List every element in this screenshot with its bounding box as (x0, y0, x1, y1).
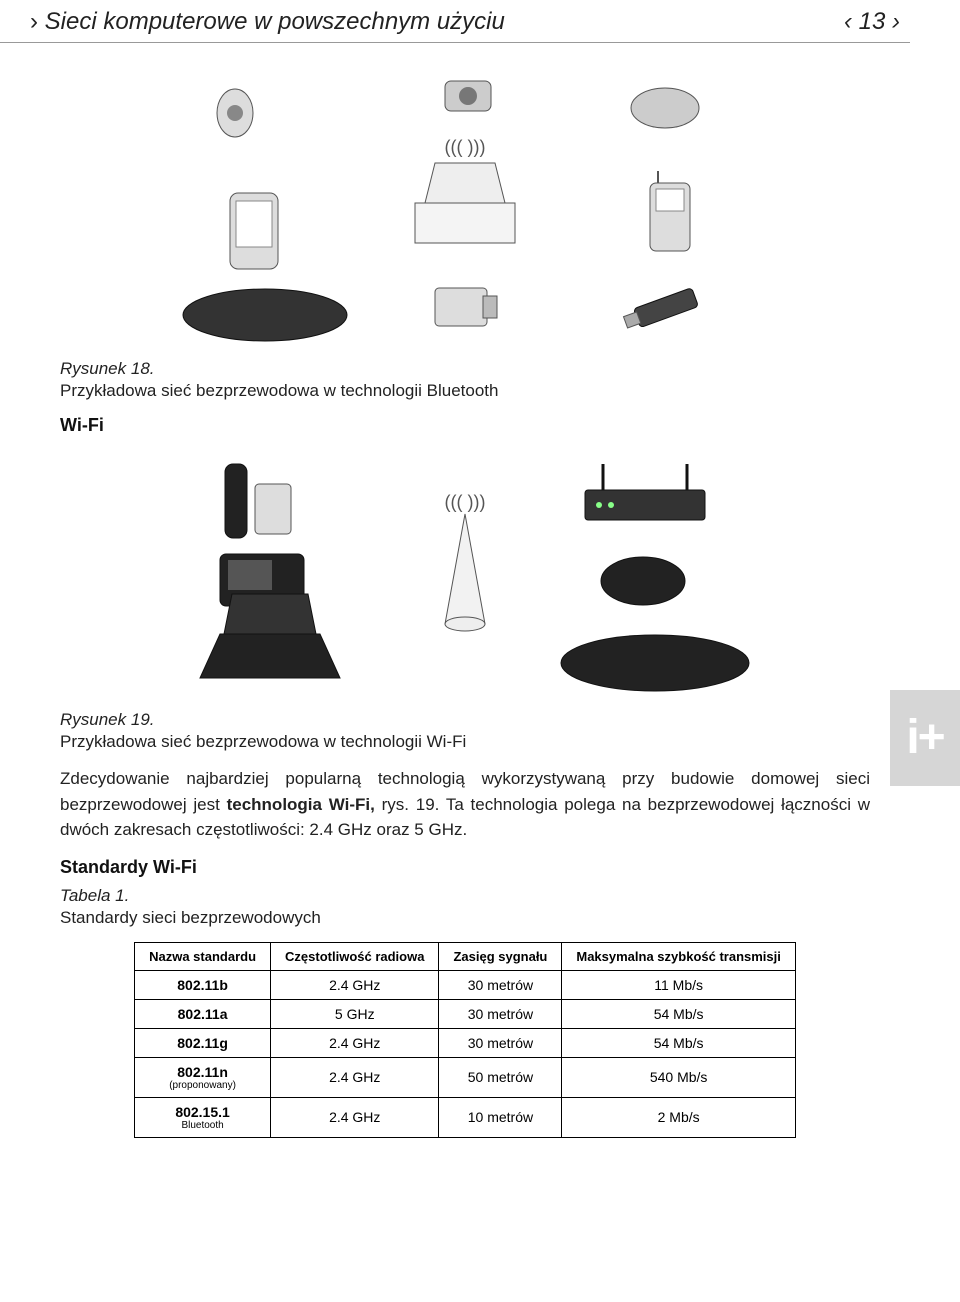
page-header: › Sieci komputerowe w powszechnym użyciu… (0, 0, 960, 40)
cell-speed: 540 Mb/s (562, 1057, 796, 1097)
cell-range: 30 metrów (439, 1028, 562, 1057)
figure18-label: Rysunek 18. (60, 359, 870, 379)
figure19-label: Rysunek 19. (60, 710, 870, 730)
table-row: 802.11g2.4 GHz30 metrów54 Mb/s (135, 1028, 796, 1057)
cell-range: 50 metrów (439, 1057, 562, 1097)
col-freq: Częstotliwość radiowa (271, 942, 439, 970)
col-range: Zasięg sygnału (439, 942, 562, 970)
cell-name: 802.11b (135, 970, 271, 999)
col-name: Nazwa standardu (135, 942, 271, 970)
cell-range: 30 metrów (439, 970, 562, 999)
table-row: 802.15.1Bluetooth2.4 GHz10 metrów2 Mb/s (135, 1097, 796, 1137)
figure18-caption: Przykładowa sieć bezprzewodowa w technol… (60, 381, 870, 401)
wifi-heading: Wi-Fi (60, 415, 870, 436)
page-number: ‹ 13 › (844, 8, 900, 36)
table1-label: Tabela 1. (60, 886, 870, 906)
standards-heading: Standardy Wi-Fi (60, 857, 870, 878)
cell-freq: 2.4 GHz (271, 1097, 439, 1137)
bluetooth-network-icon: ((( ))) (115, 63, 815, 353)
header-rule (0, 42, 910, 43)
table1-caption: Standardy sieci bezprzewodowych (60, 908, 870, 928)
header-title: › Sieci komputerowe w powszechnym użyciu (30, 8, 505, 36)
figure-wifi-diagram: ((( ))) (60, 444, 870, 704)
wifi-paragraph: Zdecydowanie najbardziej popularną techn… (60, 766, 870, 843)
svg-text:((( ))): ((( ))) (445, 492, 486, 512)
standards-table: Nazwa standardu Częstotliwość radiowa Za… (134, 942, 796, 1138)
header-title-text: Sieci komputerowe w powszechnym użyciu (45, 8, 505, 35)
cell-range: 30 metrów (439, 999, 562, 1028)
cell-speed: 54 Mb/s (562, 999, 796, 1028)
cell-speed: 2 Mb/s (562, 1097, 796, 1137)
chev-icon: › (30, 8, 38, 35)
table-row: 802.11n(proponowany)2.4 GHz50 metrów540 … (135, 1057, 796, 1097)
cell-name: 802.11n(proponowany) (135, 1057, 271, 1097)
cell-name: 802.11g (135, 1028, 271, 1057)
cell-freq: 2.4 GHz (271, 1057, 439, 1097)
cell-name: 802.11a (135, 999, 271, 1028)
cell-name: 802.15.1Bluetooth (135, 1097, 271, 1137)
cell-freq: 5 GHz (271, 999, 439, 1028)
wifi-network-icon: ((( ))) (115, 444, 815, 704)
info-plus-badge: i+ (890, 690, 960, 786)
cell-freq: 2.4 GHz (271, 1028, 439, 1057)
cell-speed: 11 Mb/s (562, 970, 796, 999)
cell-freq: 2.4 GHz (271, 970, 439, 999)
col-speed: Maksymalna szybkość transmisji (562, 942, 796, 970)
table-row: 802.11b2.4 GHz30 metrów11 Mb/s (135, 970, 796, 999)
svg-text:((( ))): ((( ))) (445, 137, 486, 157)
para-bold: technologia Wi-Fi, (227, 795, 375, 814)
info-plus-icon: i+ (906, 714, 943, 762)
table-row: 802.11a5 GHz30 metrów54 Mb/s (135, 999, 796, 1028)
figure19-caption: Przykładowa sieć bezprzewodowa w technol… (60, 732, 870, 752)
cell-range: 10 metrów (439, 1097, 562, 1137)
cell-speed: 54 Mb/s (562, 1028, 796, 1057)
figure-bluetooth-diagram: ((( ))) (60, 63, 870, 353)
table-header-row: Nazwa standardu Częstotliwość radiowa Za… (135, 942, 796, 970)
